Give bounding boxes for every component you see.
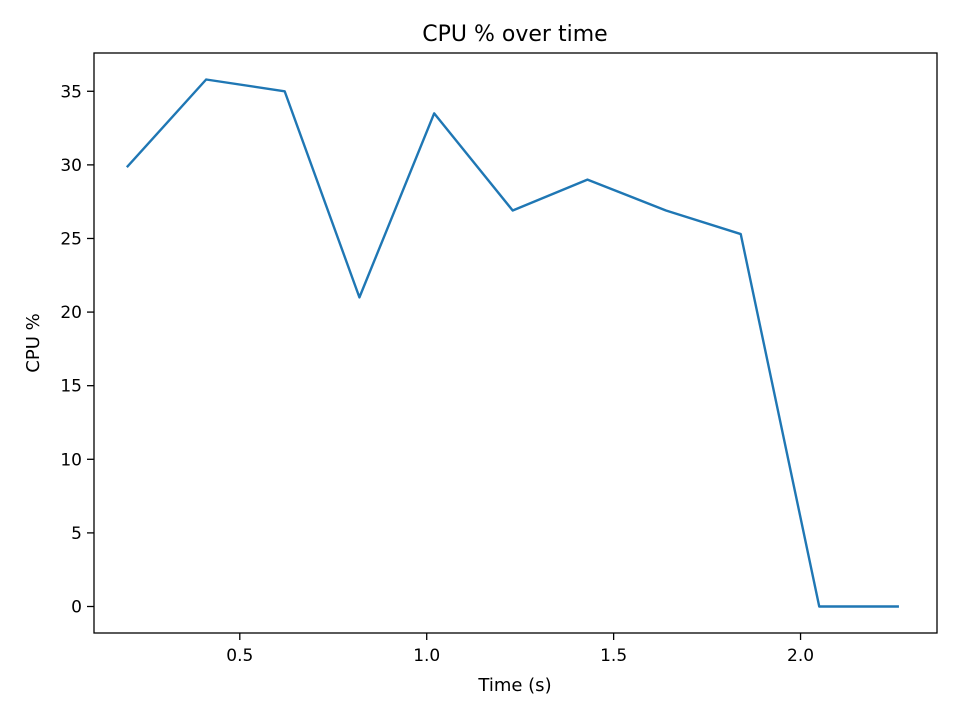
x-tick-label: 1.0 (413, 646, 440, 666)
x-tick-label: 2.0 (787, 646, 814, 666)
plot-area (93, 52, 938, 634)
y-axis: 0 5 10 15 20 25 30 35 (60, 82, 94, 618)
x-tick-label: 1.5 (600, 646, 627, 666)
y-tick-label: 30 (60, 156, 82, 176)
series-layer (125, 78, 899, 608)
plot-frame (93, 52, 938, 634)
y-tick-label: 25 (60, 229, 82, 249)
y-tick-label: 0 (71, 598, 82, 618)
y-axis-label: CPU % (23, 313, 44, 372)
y-tick-label: 5 (71, 524, 82, 544)
chart-title: CPU % over time (422, 22, 607, 47)
series-line-0 (125, 78, 899, 608)
y-tick-label: 35 (60, 82, 82, 102)
y-tick-label: 15 (60, 377, 82, 397)
x-axis: 0.5 1.0 1.5 2.0 (226, 633, 814, 666)
y-tick-label: 10 (60, 450, 82, 470)
x-axis-label: Time (s) (477, 675, 551, 696)
y-tick-label: 20 (60, 303, 82, 323)
x-tick-label: 0.5 (226, 646, 253, 666)
